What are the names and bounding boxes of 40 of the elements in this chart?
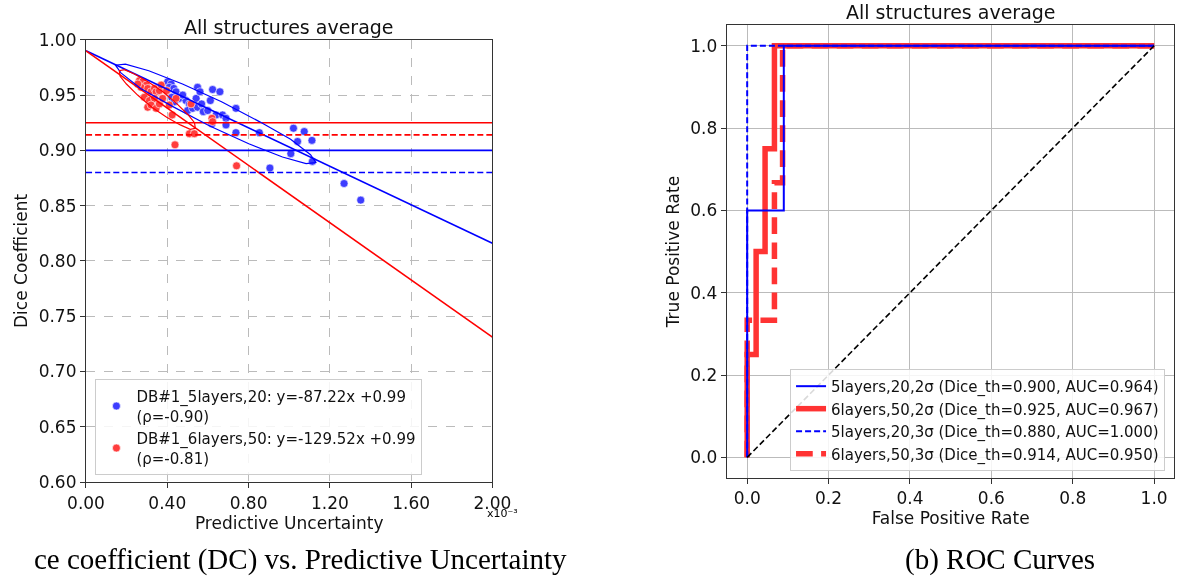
x-tick-label: 0.40 (148, 492, 187, 513)
y-tick-label: 0.90 (38, 140, 77, 161)
x-tick-label: 1.60 (392, 492, 431, 513)
y-tick-label: 0.2 (690, 364, 718, 385)
y-tick-label: 0.85 (38, 195, 77, 216)
x-tick-label: 0.0 (733, 488, 761, 509)
y-axis-title: Dice Coefficient (11, 193, 32, 328)
y-axis-title: True Positive Rate (662, 175, 683, 329)
legend-label: 6layers,50,2σ (Dice_th=0.925, AUC=0.967) (831, 400, 1159, 420)
y-tick-label: 1.00 (38, 29, 77, 50)
x-tick-label: 0.6 (977, 488, 1005, 509)
legend-label: 5layers,20,2σ (Dice_th=0.900, AUC=0.964) (831, 378, 1159, 398)
x-tick-label: 0.8 (1059, 488, 1087, 509)
y-tick-label: 0.8 (690, 118, 718, 139)
y-tick-label: 0.6 (690, 200, 718, 221)
y-tick-label: 0.60 (38, 471, 77, 492)
text: ce coefficient (DC) vs. Predictive Uncertainty (34, 543, 568, 576)
y-tick-label: 1.0 (690, 35, 718, 56)
y-tick-label: 0.65 (38, 416, 77, 437)
legend-label: DB#1_6layers,50: y=-129.52x +0.99 (ρ=-0.81) (136, 430, 416, 468)
legend-label: 6layers,50,3σ (Dice_th=0.914, AUC=0.950) (831, 445, 1159, 465)
x-axis-title: Predictive Uncertainty (194, 512, 384, 533)
x-tick-label: 0.00 (67, 492, 105, 513)
x-tick-label: 0.80 (229, 492, 268, 513)
y-tick-label: 0.75 (38, 306, 77, 327)
y-tick-label: 0.0 (690, 447, 718, 468)
chart-title: All structures average (184, 16, 394, 38)
y-tick-label: 0.4 (690, 282, 718, 303)
x-axis-title: False Positive Rate (871, 508, 1030, 529)
x-tick-label: 1.20 (310, 492, 349, 513)
y-tick-label: 0.95 (38, 85, 77, 106)
y-tick-label: 0.70 (38, 361, 77, 382)
x-tick-label: 1.0 (1140, 488, 1168, 509)
legend-label: 5layers,20,3σ (Dice_th=0.880, AUC=1.000) (831, 423, 1159, 443)
chart-title: All structures average (846, 1, 1056, 23)
x-tick-label: 0.2 (815, 488, 843, 509)
x-tick-label: 0.4 (896, 488, 924, 509)
y-tick-label: 0.80 (38, 250, 77, 271)
legend-label: DB#1_5layers,20: y=-87.22x +0.99 (ρ=-0.90) (136, 388, 406, 426)
text: (b) ROC Curves (905, 543, 1096, 576)
